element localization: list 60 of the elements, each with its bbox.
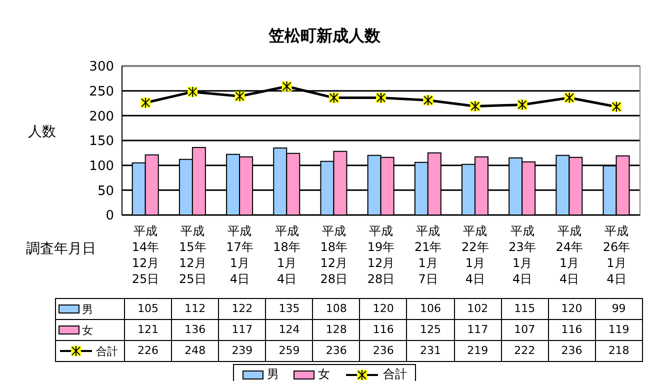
data-label: 248 [172, 341, 220, 361]
x-tick-label: 平成19年12月28日 [367, 224, 395, 286]
data-label: 122 [219, 299, 266, 319]
y-tick-label: 50 [97, 184, 114, 199]
y-axis-title: 人数 [28, 122, 56, 140]
data-label: 116 [548, 320, 596, 340]
data-label: 117 [454, 320, 502, 340]
data-label: 99 [596, 299, 643, 319]
legend-label: 男 [82, 302, 93, 316]
legend-label: 女 [82, 322, 93, 338]
text: 合計 [383, 367, 407, 381]
y-tick-label: 150 [89, 134, 114, 150]
data-label: 236 [313, 341, 360, 361]
x-tick-label: 平成18年1月 4日 [273, 224, 300, 286]
data-label: 125 [407, 320, 455, 340]
data-label: 259 [266, 341, 314, 361]
data-label: 120 [360, 299, 408, 319]
data-label: 115 [502, 299, 549, 319]
data-label: 106 [407, 299, 455, 319]
x-tick-label: 平成15年12月25日 [178, 224, 206, 286]
chart-title: 笠松町新成人数 [268, 26, 382, 47]
data-label: 236 [360, 341, 408, 361]
data-label: 117 [219, 320, 266, 340]
data-label: 119 [596, 320, 643, 340]
data-label: 105 [125, 299, 172, 319]
data-label: 107 [502, 320, 549, 340]
data-label: 121 [125, 320, 172, 340]
data-label: 108 [313, 299, 360, 319]
x-axis-title: 調査年月日 [26, 240, 96, 258]
data-label: 222 [502, 341, 549, 361]
data-label: 112 [172, 299, 220, 319]
x-tick-label: 平成21年1月 7日 [414, 224, 442, 286]
data-label: 219 [454, 341, 502, 361]
data-label: 218 [596, 341, 643, 361]
y-tick-label: 300 [89, 60, 114, 75]
data-label: 239 [219, 341, 266, 361]
y-tick-label: 200 [89, 109, 114, 124]
x-tick-label: 平成14年12月25日 [132, 224, 160, 286]
text: 女 [318, 367, 330, 381]
y-tick-label: 250 [89, 84, 114, 100]
x-tick-label: 平成23年1月 4日 [508, 224, 536, 286]
y-tick-label: 100 [89, 158, 114, 174]
x-tick-label: 平成18年12月28日 [320, 224, 348, 286]
text: 男 [267, 367, 279, 381]
data-label: 102 [454, 299, 502, 319]
x-tick-label: 平成24年1月 4日 [556, 224, 584, 286]
data-label: 116 [360, 320, 408, 340]
data-label: 136 [172, 320, 220, 340]
data-label: 226 [125, 341, 172, 361]
data-label: 124 [266, 320, 314, 340]
data-label: 236 [548, 341, 596, 361]
data-label: 128 [313, 320, 360, 340]
data-label: 135 [266, 299, 314, 319]
data-label: 231 [407, 341, 455, 361]
data-label: 120 [548, 299, 596, 319]
x-tick-label: 平成26年1月 4日 [602, 224, 630, 286]
legend-label: 合計 [96, 344, 118, 358]
x-tick-label: 平成17年1月 4日 [226, 224, 254, 286]
y-tick-label: 0 [106, 208, 114, 224]
x-tick-label: 平成22年1月 4日 [462, 224, 489, 286]
